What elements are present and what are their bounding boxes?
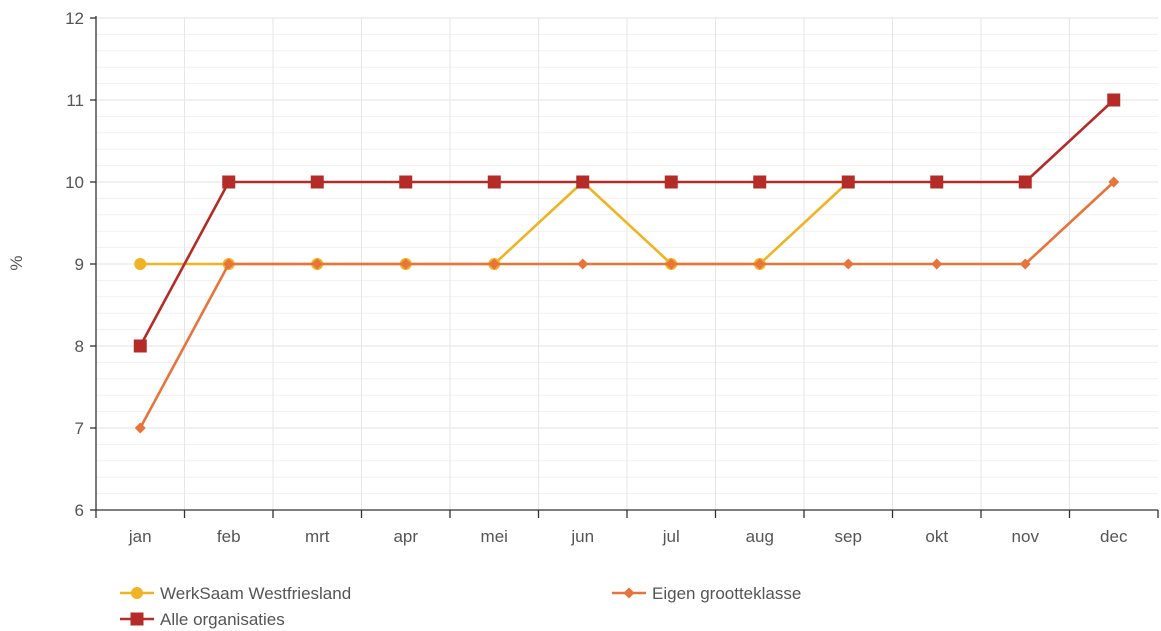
x-tick-label: okt <box>925 527 948 546</box>
data-point <box>576 175 590 189</box>
legend-item-alle-organisaties[interactable]: Alle organisaties <box>120 610 285 629</box>
legend-item-eigen-grootteklasse[interactable]: Eigen grootteklasse <box>612 584 801 603</box>
x-tick-label: nov <box>1012 527 1040 546</box>
x-tick-label: jul <box>662 527 680 546</box>
data-point <box>931 258 943 270</box>
y-tick-label: 7 <box>75 419 84 438</box>
data-point <box>1108 176 1120 188</box>
x-tick-label: apr <box>393 527 418 546</box>
y-tick-label: 10 <box>65 173 84 192</box>
data-point <box>134 422 146 434</box>
data-point <box>1107 93 1121 107</box>
data-point <box>222 175 236 189</box>
x-tick-label: feb <box>217 527 241 546</box>
data-point <box>577 258 589 270</box>
data-point <box>930 175 944 189</box>
data-point <box>133 339 147 353</box>
axes <box>90 16 1159 518</box>
x-tick-label: aug <box>746 527 774 546</box>
series-line <box>139 181 1115 429</box>
legend[interactable]: WerkSaam Westfriesland Eigen grootteklass… <box>120 584 801 629</box>
x-tick-labels: jan feb mrt apr mei jun jul aug sep okt nov dec <box>128 527 1128 546</box>
y-tick-label: 9 <box>75 255 84 274</box>
series-line <box>139 99 1115 347</box>
series-werksaam-westfriesland <box>134 176 855 270</box>
series-layer <box>133 93 1121 434</box>
data-point <box>311 258 323 270</box>
x-tick-label: mei <box>481 527 508 546</box>
data-point <box>842 258 854 270</box>
legend-marker <box>130 612 144 626</box>
data-point <box>665 258 677 270</box>
data-point <box>399 175 413 189</box>
x-tick-label: dec <box>1100 527 1128 546</box>
legend-item-werksaam-westfriesland[interactable]: WerkSaam Westfriesland <box>120 584 351 603</box>
data-point <box>310 175 324 189</box>
legend-label: WerkSaam Westfriesland <box>160 584 351 603</box>
legend-marker <box>623 587 635 599</box>
legend-marker <box>131 587 143 599</box>
data-point <box>400 258 412 270</box>
series-alle-organisaties <box>133 93 1121 353</box>
data-point <box>841 175 855 189</box>
series-eigen-grootteklasse <box>134 176 1120 434</box>
x-tick-label: sep <box>835 527 862 546</box>
legend-label: Alle organisaties <box>160 610 285 629</box>
data-point <box>1019 258 1031 270</box>
y-tick-label: 8 <box>75 337 84 356</box>
y-tick-label: 6 <box>75 501 84 520</box>
x-tick-label: jan <box>128 527 152 546</box>
x-tick-label: jun <box>570 527 594 546</box>
data-point <box>488 258 500 270</box>
y-tick-label: 12 <box>65 9 84 28</box>
data-point <box>664 175 678 189</box>
series-line <box>140 180 850 266</box>
data-point <box>1018 175 1032 189</box>
data-point <box>134 258 147 270</box>
data-point <box>487 175 501 189</box>
x-tick-label: mrt <box>305 527 330 546</box>
data-point <box>754 258 766 270</box>
data-point <box>223 258 235 270</box>
legend-label: Eigen grootteklasse <box>652 584 801 603</box>
y-axis-label: % <box>7 255 26 270</box>
y-tick-labels: 6 7 8 9 10 11 12 <box>65 9 84 520</box>
y-tick-label: 11 <box>66 91 84 110</box>
data-point <box>753 175 767 189</box>
